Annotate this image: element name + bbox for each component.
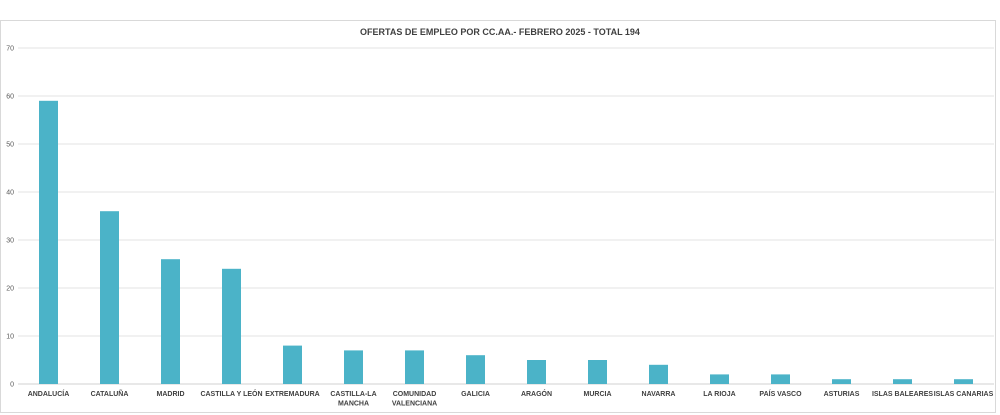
x-tick-label: ANDALUCÍA [28, 389, 70, 398]
y-tick-label: 70 [6, 46, 14, 53]
y-tick-label: 60 [6, 94, 14, 101]
x-tick-label: CATALUÑA [91, 389, 129, 398]
x-tick-label: COMUNIDAD VALENCIANA [392, 391, 437, 408]
bar [161, 259, 180, 384]
bar [100, 211, 119, 384]
bar [466, 355, 485, 384]
x-tick-label: ASTURIAS [824, 391, 860, 398]
x-tick-label: PAÍS VASCO [759, 389, 802, 398]
x-tick-label: CASTILLA-LA MANCHA [330, 391, 376, 408]
y-tick-label: 30 [6, 238, 14, 245]
y-tick-label: 10 [6, 334, 14, 341]
x-tick-label: MURCIA [584, 391, 612, 398]
bar [893, 379, 912, 384]
bar [832, 379, 851, 384]
x-tick-label: LA RIOJA [703, 391, 735, 398]
bar [39, 100, 58, 385]
bar [649, 364, 668, 384]
bar [405, 350, 424, 384]
bar [222, 268, 241, 384]
bar [283, 345, 302, 384]
x-tick-label: MADRID [157, 391, 185, 398]
bar [954, 379, 973, 384]
x-tick-label: ISLAS BALEARES [872, 391, 933, 398]
y-tick-label: 20 [6, 286, 14, 293]
chart-title: OFERTAS DE EMPLEO POR CC.AA.- FEBRERO 20… [360, 27, 640, 37]
x-tick-label: GALICIA [461, 391, 490, 398]
bar [771, 374, 790, 384]
x-tick-label: CASTILLA Y LEÓN [200, 389, 262, 398]
x-tick-label: ARAGÓN [521, 389, 552, 398]
bar [588, 360, 607, 384]
x-tick-label: ISLAS CANARIAS [934, 391, 994, 398]
y-tick-label: 0 [10, 382, 14, 389]
bar [527, 360, 546, 384]
y-tick-label: 50 [6, 142, 14, 149]
x-tick-label: EXTREMADURA [265, 391, 319, 398]
bar [344, 350, 363, 384]
chart-frame [0, 20, 996, 413]
bar [710, 374, 729, 384]
y-tick-label: 40 [6, 190, 14, 197]
x-tick-label: NAVARRA [642, 391, 676, 398]
